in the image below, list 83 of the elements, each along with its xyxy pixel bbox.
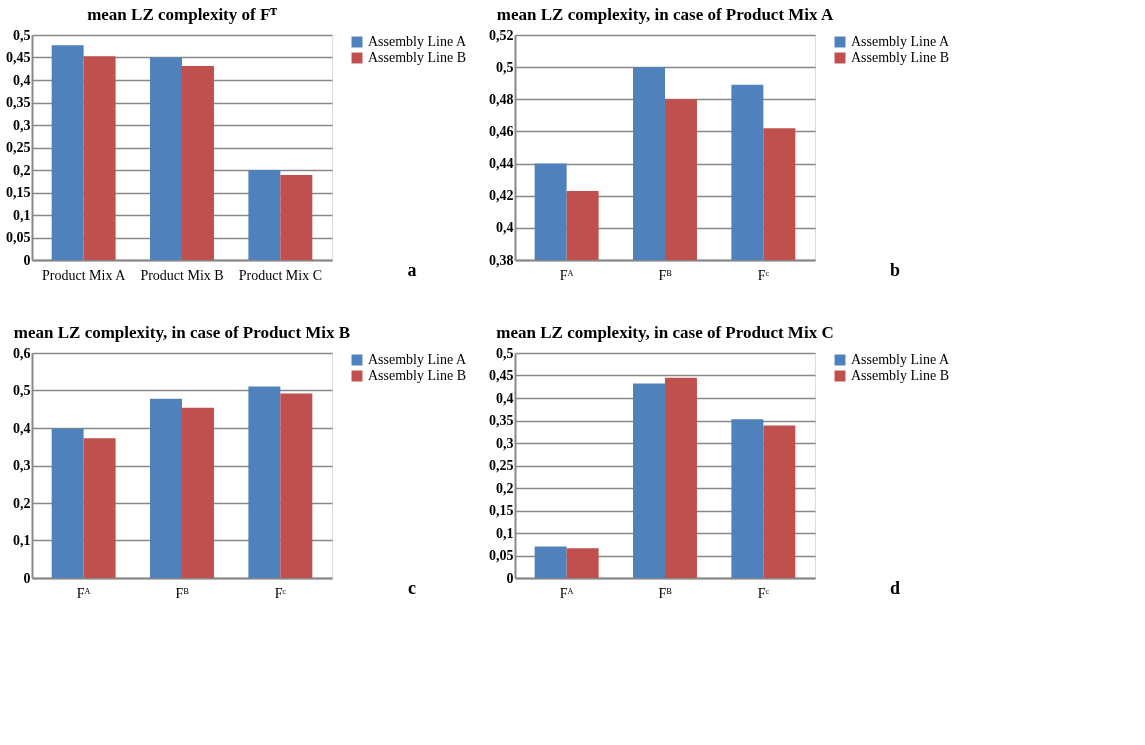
text: b [889,260,901,280]
bar [182,407,214,578]
bar [83,438,116,578]
y-tick-label: 0,4 [13,72,31,88]
x-tick-label: Fᶜ [757,585,770,601]
y-tick-label: 0,5 [496,345,514,361]
bar [83,56,116,260]
y-tick-label: 0,44 [489,156,514,172]
x-tick-label: Fᴮ [658,585,673,601]
y-tick-label: 0,05 [489,548,514,563]
text: d [889,578,901,598]
x-tick-label: Fᶜ [274,585,287,601]
legend-label: Assembly Line B [851,50,949,65]
y-tick-label: 0,38 [489,252,514,268]
y-tick-label: 0,6 [13,345,31,361]
y-tick-label: 0,3 [13,117,31,133]
y-tick-label: 0,46 [489,123,514,139]
bar [280,393,313,578]
x-tick-label: Fᴮ [175,585,190,601]
legend-label: Assembly Line A [851,352,950,367]
x-tick-label: Fᶜ [757,267,770,283]
y-tick-label: 0,3 [13,458,31,473]
y-tick-label: 0,3 [496,435,514,451]
y-tick-label: 0,25 [489,458,514,473]
y-tick-label: 0,25 [6,140,31,155]
y-tick-label: 0 [506,570,514,586]
x-tick-label: Product Mix B [140,267,224,283]
legend-label: Assembly Line B [368,50,466,65]
y-tick-label: 0 [23,252,31,268]
x-tick-label: Fᴬ [559,267,574,283]
y-tick-label: 0,4 [496,220,514,236]
y-tick-label: 0,4 [496,390,514,406]
y-tick-label: 0,35 [489,413,514,428]
chart-title: mean LZ complexity, in case of Product Mix A [496,5,834,24]
y-tick-label: 0,1 [13,207,31,223]
legend-label: Assembly Line A [851,34,950,49]
text: a [407,260,417,280]
chart-title: mean LZ complexity, in case of Product Mix B [13,323,351,342]
y-tick-label: 0,42 [489,188,514,204]
y-tick-label: 0,05 [6,230,31,245]
y-tick-label: 0,2 [496,480,514,496]
y-tick-label: 0,5 [496,59,514,75]
x-tick-label: Product Mix C [238,267,322,283]
y-tick-label: 0,5 [13,27,31,43]
y-tick-label: 0,2 [13,495,31,511]
y-tick-label: 0,15 [6,185,31,200]
y-tick-label: 0,1 [13,533,31,548]
bar [51,428,84,578]
bar [150,398,182,578]
y-tick-label: 0,5 [13,383,31,398]
bar [633,383,665,578]
bar [182,66,214,260]
y-tick-label: 0,48 [489,91,514,107]
bar [280,174,313,260]
bar [566,548,599,578]
y-tick-label: 0,35 [6,95,31,110]
y-tick-label: 0 [23,570,31,586]
y-tick-label: 0,45 [489,368,514,383]
y-tick-label: 0,45 [6,50,31,65]
y-tick-label: 0,1 [496,525,514,541]
y-tick-label: 0,2 [13,162,31,178]
bar [51,45,84,260]
x-tick-label: Fᴬ [76,585,91,601]
bar [763,425,796,578]
text: c [408,578,416,598]
legend-label: Assembly Line A [368,352,467,367]
bar [731,419,764,578]
bar [534,546,567,578]
x-tick-label: Fᴮ [658,267,673,283]
x-tick-label: Fᴬ [559,585,574,601]
bar [248,386,281,578]
legend-label: Assembly Line B [851,368,949,383]
bar [150,57,182,260]
chart-title: mean LZ complexity of Fᵀ [87,5,278,24]
chart-title: mean LZ complexity, in case of Product Mix C [496,323,834,342]
legend-label: Assembly Line A [368,34,467,49]
bar [248,170,281,260]
y-tick-label: 0,15 [489,503,514,518]
legend-label: Assembly Line B [368,368,466,383]
y-tick-label: 0,52 [489,27,514,43]
bar [665,377,697,578]
y-tick-label: 0,4 [13,420,31,436]
x-tick-label: Product Mix A [42,267,127,283]
